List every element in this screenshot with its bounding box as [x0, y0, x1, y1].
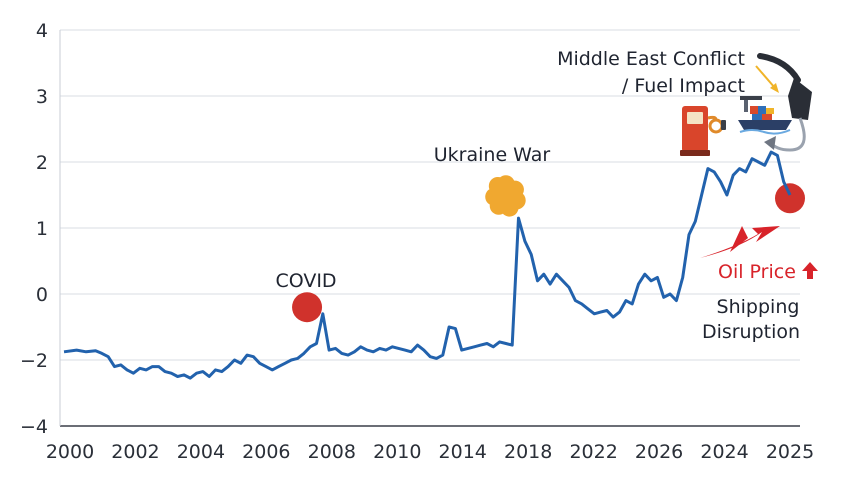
- fuel-pump-icon: [680, 106, 726, 156]
- y-tick-label: 3: [36, 86, 48, 108]
- middle-east-label-line1: Middle East Conflict: [557, 48, 745, 70]
- x-tick-label: 2008: [308, 441, 356, 463]
- x-tick-labels: 2000 2002 2004 2006 2008 2010 2014 2018 2022 2026…: [46, 441, 814, 463]
- axes: [59, 30, 800, 427]
- x-tick-label: 2018: [504, 441, 552, 463]
- grid-lines: [60, 29, 800, 361]
- middle-east-label-line2: / Fuel Impact: [622, 75, 745, 97]
- x-tick-label: 2025: [766, 441, 814, 463]
- up-arrow-icon: [802, 262, 818, 279]
- series-line-index: [63, 150, 792, 380]
- y-tick-labels: 4 3 2 1 0 −2 −4: [20, 20, 48, 438]
- y-tick-label: 4: [36, 20, 48, 42]
- ukraine-marker: [485, 175, 526, 217]
- x-tick-label: 2004: [177, 441, 225, 463]
- x-tick-label: 2026: [635, 441, 683, 463]
- shipping-label-line2: Disruption: [702, 321, 800, 343]
- oil-price-label: Oil Price: [718, 261, 796, 283]
- ukraine-war-label: Ukraine War: [434, 144, 551, 166]
- x-tick-label: 2024: [700, 441, 748, 463]
- y-tick-label: 2: [36, 152, 48, 174]
- y-tick-label: 1: [36, 218, 48, 240]
- y-tick-label: −2: [20, 350, 48, 372]
- y-tick-label: −4: [20, 416, 48, 438]
- y-tick-label: 0: [36, 284, 48, 306]
- covid-label: COVID: [275, 270, 336, 292]
- x-tick-label: 2022: [569, 441, 617, 463]
- pointer-arrow-icon: [755, 65, 779, 93]
- shipping-label-line1: Shipping: [717, 296, 800, 318]
- x-tick-label: 2014: [439, 441, 487, 463]
- covid-marker: [292, 292, 323, 323]
- series-group: [63, 150, 792, 380]
- curved-arrow-icon: [700, 226, 780, 258]
- latest-marker: [775, 183, 805, 214]
- x-tick-label: 2010: [373, 441, 421, 463]
- cargo-ship-icon: [738, 96, 792, 135]
- x-tick-label: 2000: [46, 441, 94, 463]
- x-tick-label: 2002: [111, 441, 159, 463]
- x-tick-label: 2006: [242, 441, 290, 463]
- event-markers: [292, 175, 805, 323]
- fuel-nozzle-icon: [757, 53, 812, 152]
